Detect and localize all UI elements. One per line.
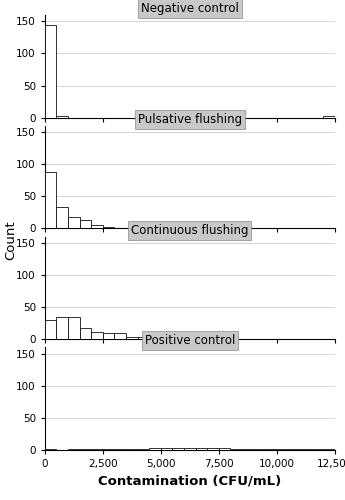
Title: Pulsative flushing: Pulsative flushing <box>138 113 242 126</box>
Title: Continuous flushing: Continuous flushing <box>131 224 248 236</box>
Bar <box>288 448 300 450</box>
Bar <box>323 116 335 117</box>
Bar <box>219 448 230 450</box>
Bar <box>138 336 149 339</box>
Bar <box>230 448 242 450</box>
Bar <box>138 448 149 450</box>
Text: Count: Count <box>4 220 17 260</box>
Bar <box>196 448 207 450</box>
Bar <box>126 448 138 450</box>
Bar <box>323 448 335 450</box>
Bar <box>161 448 172 450</box>
Bar <box>149 336 161 339</box>
X-axis label: Contamination (CFU/mL): Contamination (CFU/mL) <box>98 474 282 488</box>
Bar <box>126 336 138 339</box>
Title: Negative control: Negative control <box>141 2 239 15</box>
Bar <box>323 338 335 339</box>
Bar <box>57 116 68 117</box>
Bar <box>80 328 91 339</box>
Bar <box>184 448 196 450</box>
Bar <box>161 336 172 339</box>
Bar <box>254 448 265 450</box>
Bar <box>57 207 68 229</box>
Bar <box>45 320 57 339</box>
Bar <box>45 24 57 118</box>
Bar <box>91 225 103 228</box>
Bar <box>172 338 184 339</box>
Bar <box>242 448 254 450</box>
Bar <box>103 227 115 228</box>
Bar <box>103 333 115 339</box>
Bar <box>57 317 68 339</box>
Bar <box>68 218 80 228</box>
Bar <box>149 448 161 450</box>
Bar <box>68 317 80 339</box>
Bar <box>80 220 91 228</box>
Bar <box>103 448 115 450</box>
Bar <box>207 448 219 450</box>
Bar <box>172 448 184 450</box>
Bar <box>277 448 288 450</box>
Bar <box>265 448 277 450</box>
Title: Positive control: Positive control <box>145 334 235 347</box>
Bar <box>91 332 103 339</box>
Bar <box>45 172 57 229</box>
Bar <box>115 448 126 450</box>
Bar <box>115 333 126 339</box>
